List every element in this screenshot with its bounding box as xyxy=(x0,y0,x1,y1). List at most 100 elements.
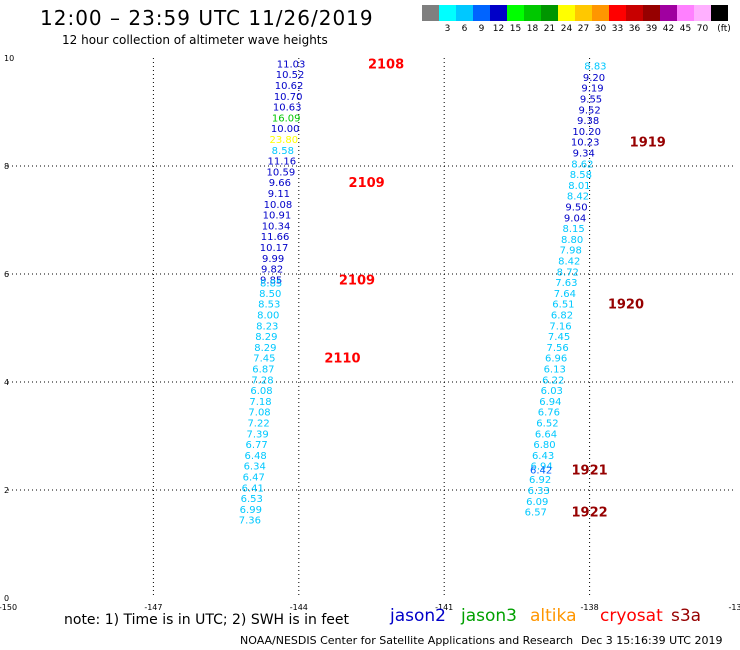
wave-height-point: 8.29 xyxy=(254,343,276,354)
wave-height-point: 10.59 xyxy=(267,167,296,178)
wave-height-point: 6.03 xyxy=(541,386,563,397)
wave-height-point: 6.33 xyxy=(528,486,550,497)
wave-height-point: 8.83 xyxy=(584,62,606,73)
y-tick-label: 8 xyxy=(4,162,9,171)
legend-item-jason3: jason3 xyxy=(461,606,517,626)
wave-height-point: 6.34 xyxy=(244,462,266,473)
wave-height-point: 6.47 xyxy=(243,473,265,484)
wave-height-point: 9.19 xyxy=(581,84,603,95)
wave-height-point: 6.57 xyxy=(525,508,547,519)
color-swatch xyxy=(609,5,626,21)
y-tick-label: 6 xyxy=(4,270,9,279)
color-scale-label: 12 xyxy=(492,24,505,34)
wave-height-point: 9.38 xyxy=(577,116,599,127)
x-tick-label: -141 xyxy=(435,603,453,610)
color-scale-label: 24 xyxy=(560,24,573,34)
legend-item-s3a: s3a xyxy=(671,606,702,626)
color-scale-label: 30 xyxy=(594,24,607,34)
wave-height-point: 8.80 xyxy=(561,235,583,246)
color-swatch xyxy=(626,5,643,21)
wave-height-point: 6.99 xyxy=(240,505,262,516)
wave-height-point: 6.53 xyxy=(241,494,263,505)
color-swatch xyxy=(524,5,541,21)
pass-time-label: 1920 xyxy=(608,298,644,313)
legend-item-jason2: jason2 xyxy=(390,606,446,626)
wave-height-point: 9.52 xyxy=(578,105,600,116)
wave-height-point: 11.16 xyxy=(268,157,297,168)
wave-height-point: 6.94 xyxy=(530,462,552,473)
wave-height-point: 6.22 xyxy=(542,375,564,386)
wave-height-point: 9.82 xyxy=(261,265,283,276)
wave-height-point: 7.63 xyxy=(555,278,577,289)
color-swatch xyxy=(439,5,456,21)
wave-height-point: 7.18 xyxy=(249,397,271,408)
wave-height-point: 10.23 xyxy=(571,138,600,149)
wave-height-point: 8.58 xyxy=(570,170,592,181)
wave-height-point: 8.42 xyxy=(558,257,580,268)
wave-height-point: 8.23 xyxy=(256,321,278,332)
wave-height-point: 6.52 xyxy=(536,419,558,430)
wave-height-point: 10.20 xyxy=(572,127,601,138)
wave-height-point: 11.03 xyxy=(277,59,306,70)
pass-time-label: 2110 xyxy=(324,352,360,367)
wave-height-point: 8.53 xyxy=(258,300,280,311)
wave-height-point: 10.08 xyxy=(264,200,293,211)
color-scale-label: 15 xyxy=(509,24,522,34)
wave-height-point: 6.82 xyxy=(551,311,573,322)
wave-height-point: 7.39 xyxy=(246,429,268,440)
wave-height-point: 16.09 xyxy=(272,113,301,124)
wave-height-point: 9.20 xyxy=(583,73,605,84)
wave-height-point: 7.08 xyxy=(248,408,270,419)
color-scale-label: 36 xyxy=(628,24,641,34)
wave-height-point: 11.66 xyxy=(261,232,290,243)
wave-height-point: 10.70 xyxy=(274,92,303,103)
color-scale-label: 6 xyxy=(461,24,468,34)
wave-height-point: 9.85 xyxy=(260,275,282,286)
color-swatch xyxy=(660,5,677,21)
wave-height-point: 10.34 xyxy=(262,221,291,232)
x-tick-label: -144 xyxy=(290,603,308,610)
pass-time-label: 1921 xyxy=(572,463,608,478)
wave-height-point: 9.99 xyxy=(262,254,284,265)
wave-height-point: 9.50 xyxy=(565,203,587,214)
wave-height-point: 7.45 xyxy=(253,354,275,365)
wave-height-point: 6.09 xyxy=(526,497,548,508)
wave-height-point: 6.92 xyxy=(529,475,551,486)
wave-height-point: 6.87 xyxy=(252,365,274,376)
color-swatch xyxy=(473,5,490,21)
legend-item-altika: altika xyxy=(530,606,577,626)
color-swatch xyxy=(643,5,660,21)
color-scale-label: 3 xyxy=(444,24,451,34)
wave-height-point: 23.80 xyxy=(269,135,298,146)
color-swatch xyxy=(507,5,524,21)
wave-height-point: 7.36 xyxy=(239,516,261,527)
wave-height-point: 9.04 xyxy=(564,213,586,224)
wave-height-point: 7.56 xyxy=(546,343,568,354)
wave-height-point: 6.13 xyxy=(544,365,566,376)
chart-subtitle: 12 hour collection of altimeter wave hei… xyxy=(62,33,328,47)
wave-height-point: 8.50 xyxy=(259,289,281,300)
color-scale-label: 39 xyxy=(645,24,658,34)
color-swatch xyxy=(541,5,558,21)
wave-height-point: 8.85 xyxy=(260,279,282,290)
wave-height-point: 8.62 xyxy=(571,159,593,170)
wave-height-point: 10.62 xyxy=(275,81,304,92)
wave-height-point: 9.34 xyxy=(573,149,595,160)
wave-height-point: 6.77 xyxy=(246,440,268,451)
color-scale-label: 18 xyxy=(526,24,539,34)
color-swatch xyxy=(711,5,728,21)
y-tick-label: 10 xyxy=(4,54,14,63)
wave-height-point: 8.72 xyxy=(557,267,579,278)
wave-height-point: 8.58 xyxy=(272,146,294,157)
wave-height-point: 9.55 xyxy=(580,95,602,106)
color-scale-label: 45 xyxy=(679,24,692,34)
wave-height-point: 10.63 xyxy=(273,103,302,114)
wave-height-point: 8.00 xyxy=(257,311,279,322)
wave-height-plot: 0 2 4 6 8 10 -150 -147 -144 -141 -138 -13 11.0310.52… xyxy=(0,54,740,610)
color-swatch xyxy=(677,5,694,21)
wave-height-point: 6.76 xyxy=(538,408,560,419)
wave-height-point: 7.64 xyxy=(554,289,576,300)
x-tick-label: -13 xyxy=(728,603,740,610)
wave-height-point: 6.64 xyxy=(535,429,557,440)
